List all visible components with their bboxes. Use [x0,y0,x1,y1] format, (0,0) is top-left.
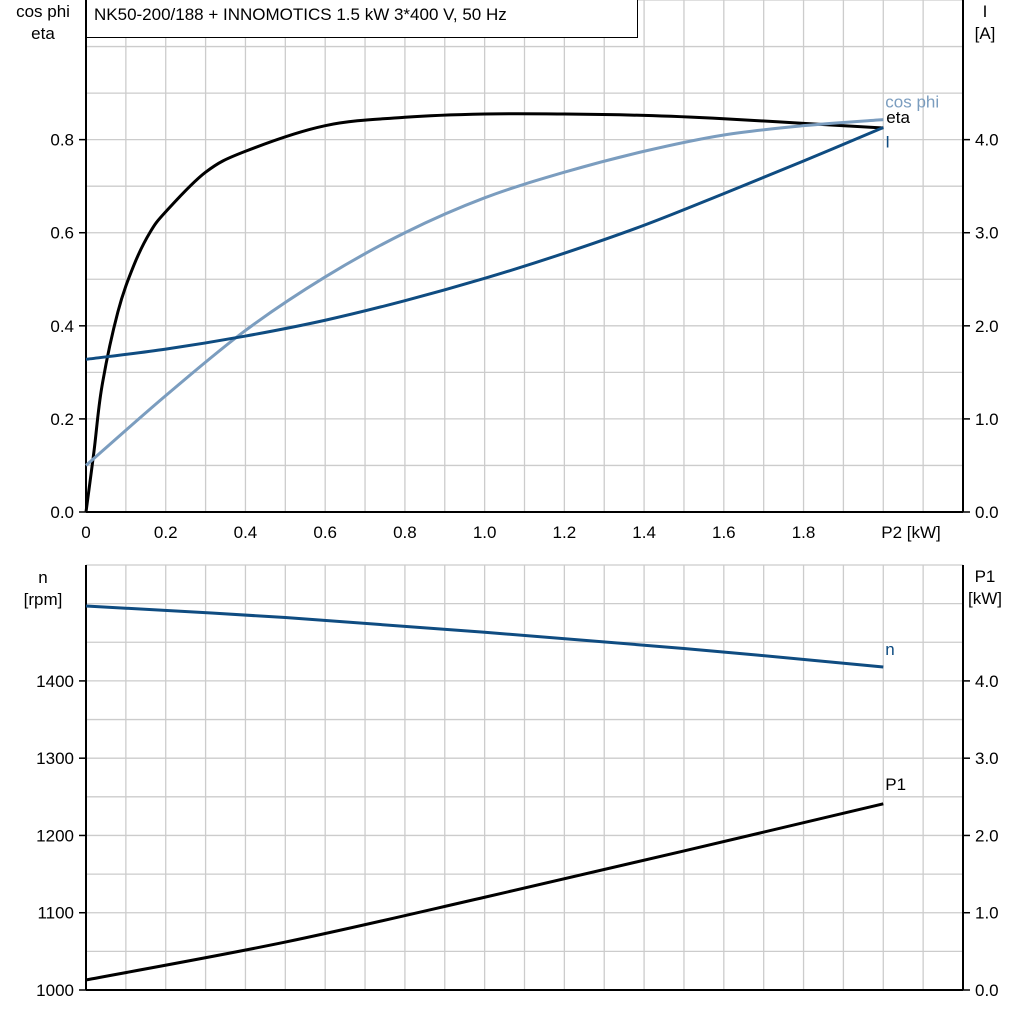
left-axis-label: cos phi [16,2,70,21]
right-tick-label: 1.0 [975,904,999,923]
x-tick-label: 0.4 [234,523,258,542]
left-axis-label: eta [31,24,55,43]
right-tick-label: 1.0 [975,410,999,429]
right-axis-label: I [983,2,988,21]
right-tick-label: 0.0 [975,981,999,1000]
left-tick-label: 0.2 [50,410,74,429]
right-tick-label: 3.0 [975,749,999,768]
left-tick-label: 1000 [36,981,74,1000]
series-label-cos-phi: cos phi [885,93,939,112]
left-tick-label: 1400 [36,672,74,691]
series-label-P1: P1 [885,775,906,794]
left-tick-label: 0.0 [50,503,74,522]
x-axis-label: P2 [kW] [881,523,941,542]
x-tick-label: 1.4 [632,523,656,542]
right-tick-label: 2.0 [975,317,999,336]
x-tick-label: 1.8 [792,523,816,542]
series-label-eta: eta [886,108,910,127]
left-tick-label: 0.4 [50,317,74,336]
right-tick-label: 3.0 [975,224,999,243]
x-tick-label: 1.0 [473,523,497,542]
x-tick-label: 1.2 [553,523,577,542]
chart-title: NK50-200/188 + INNOMOTICS 1.5 kW 3*400 V… [86,0,638,38]
x-tick-label: 0.6 [313,523,337,542]
series-line-n [85,604,884,669]
right-tick-label: 4.0 [975,131,999,150]
series-line-P1 [85,802,884,982]
left-axis-label: n [38,568,47,587]
right-tick-label: 0.0 [975,503,999,522]
x-tick-label: 0.2 [154,523,178,542]
left-tick-label: 1200 [36,826,74,845]
left-tick-label: 1100 [37,904,74,923]
left-tick-label: 0.6 [50,224,74,243]
series-line-I [85,126,884,361]
series-label-n: n [885,640,894,659]
x-tick-label: 0 [81,523,90,542]
series-line-cos-phi [85,118,884,467]
series-line-eta [84,112,884,513]
x-tick-label: 0.8 [393,523,417,542]
right-axis-label: [A] [975,24,996,43]
x-tick-label: 1.6 [712,523,736,542]
right-tick-label: 2.0 [975,826,999,845]
right-tick-label: 4.0 [975,672,999,691]
series-label-I: I [885,133,890,152]
left-axis-label: [rpm] [24,590,63,609]
left-tick-label: 1300 [36,749,74,768]
right-axis-label: P1 [975,567,996,586]
right-axis-label: [kW] [968,589,1002,608]
left-tick-label: 0.8 [50,131,74,150]
